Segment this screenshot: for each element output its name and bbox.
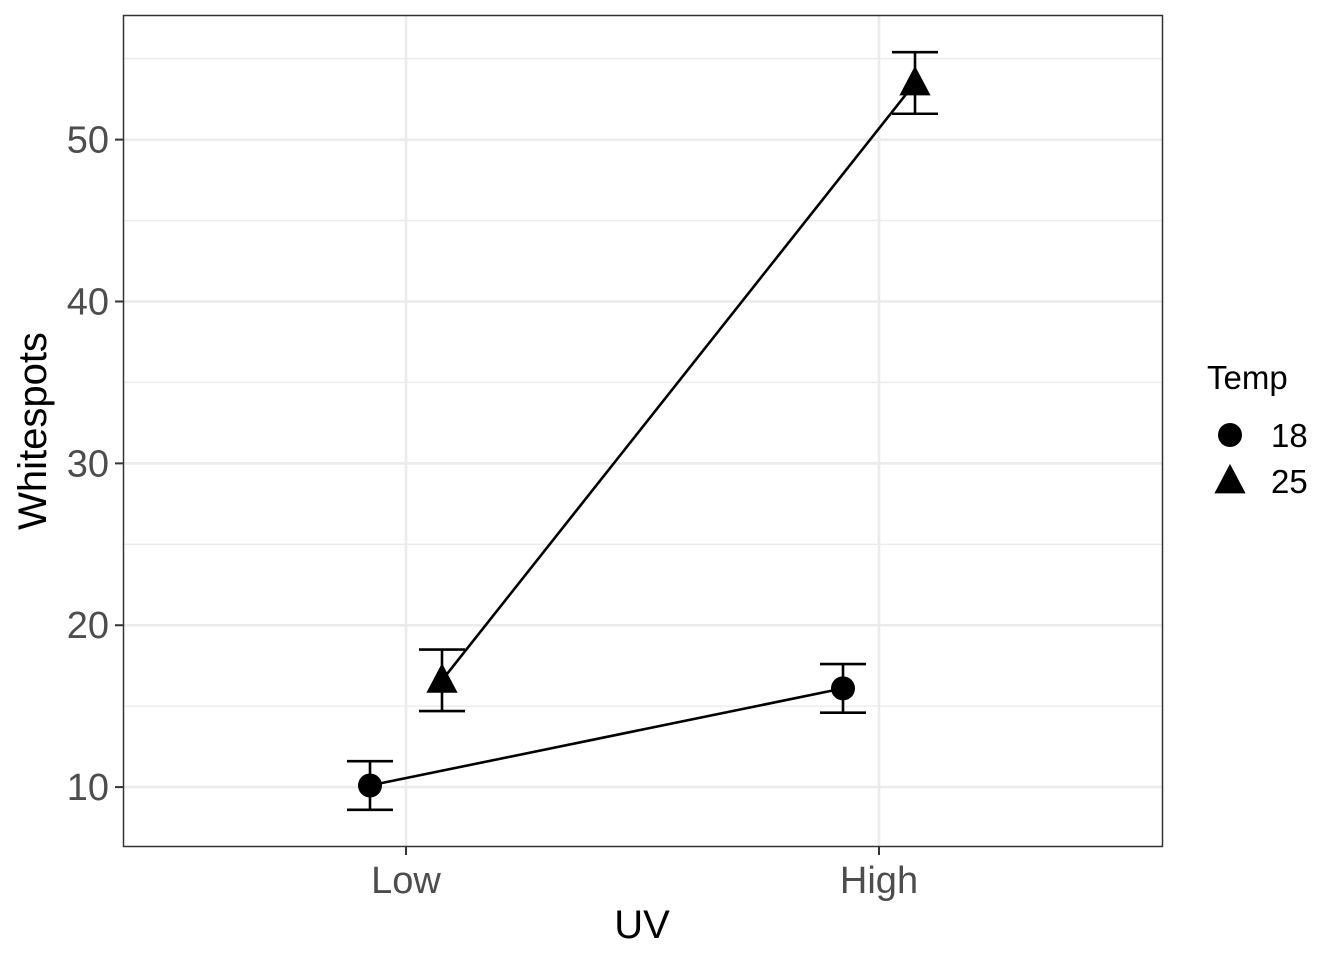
data-point: [831, 676, 855, 701]
series-line: [440, 82, 917, 682]
grid-layer: [123, 15, 1163, 847]
series-25: [419, 50, 938, 713]
legend-title: Temp: [1207, 359, 1288, 396]
series-layer: [347, 50, 938, 812]
panel-border: [122, 14, 1164, 848]
data-point: [426, 663, 458, 693]
x-tick-label: Low: [371, 860, 441, 902]
y-tick-label: 50: [67, 120, 109, 162]
data-point: [358, 773, 382, 798]
axis-layer: 10 20 30 40 50 Low High: [67, 120, 918, 902]
y-tick-label: 30: [67, 443, 109, 485]
y-tick-label: 40: [67, 282, 109, 324]
legend-key: [1218, 423, 1242, 447]
legend-key: [1214, 463, 1246, 494]
legend-label: 25: [1271, 463, 1308, 500]
y-axis-title: Whitespots: [11, 332, 55, 530]
series-line: [369, 687, 844, 787]
data-point: [899, 65, 931, 96]
y-tick-label: 20: [67, 605, 109, 647]
legend-item-25: 25: [1214, 463, 1308, 500]
legend-item-18: 18: [1218, 417, 1308, 454]
x-tick-label: High: [840, 860, 918, 902]
series-18: [347, 662, 866, 812]
x-axis-title: UV: [614, 903, 670, 947]
legend-label: 18: [1271, 417, 1308, 454]
y-tick-label: 10: [67, 767, 109, 809]
